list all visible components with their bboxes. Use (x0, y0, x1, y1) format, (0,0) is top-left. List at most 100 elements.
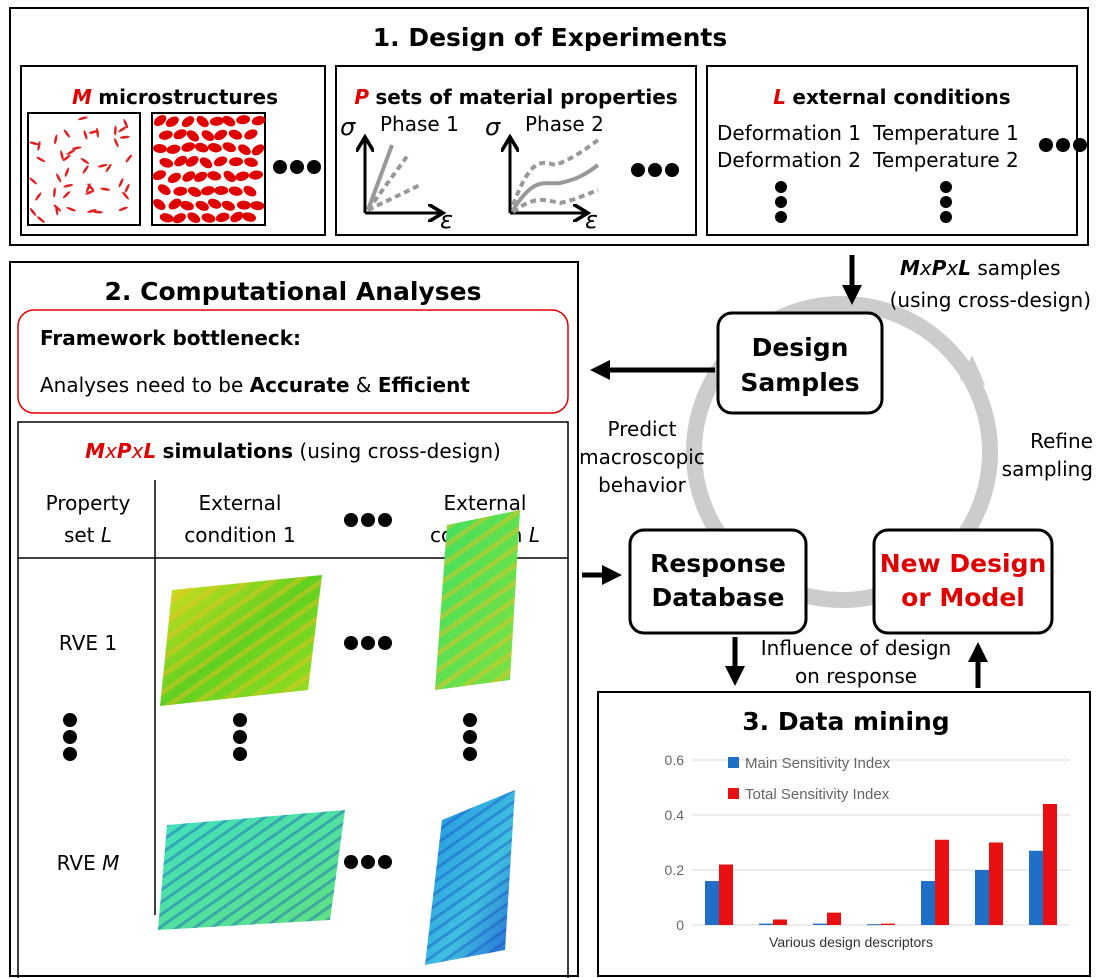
section-box (597, 691, 1091, 977)
cycle-arrowhead (960, 355, 985, 385)
ellipsis (63, 513, 477, 869)
legend-label: Main Sensitivity Index (745, 755, 891, 772)
particle (36, 156, 46, 163)
bar (867, 924, 881, 926)
particle (92, 210, 103, 214)
particle (194, 171, 208, 182)
particle (174, 155, 188, 167)
y-tick-label: 0.6 (665, 752, 685, 768)
shape (366, 153, 410, 212)
particle (243, 185, 257, 197)
bar (719, 864, 733, 925)
particle (250, 201, 265, 211)
particle (214, 185, 229, 195)
shape (63, 730, 77, 744)
particle (173, 186, 188, 196)
particle (195, 200, 209, 211)
shape (361, 855, 375, 869)
particle (223, 170, 236, 183)
particle (249, 170, 263, 180)
bar (827, 912, 841, 925)
table-box (17, 421, 569, 978)
y-tick-label: 0 (676, 917, 684, 933)
condition: Deformation 2 (717, 148, 861, 172)
condition: Temperature 2 (872, 148, 1019, 172)
flow-label: MxPxL samples (900, 256, 1061, 280)
particle (124, 183, 130, 193)
condition: Deformation 1 (717, 121, 861, 145)
particle (165, 116, 179, 127)
bottleneck-title: Framework bottleneck: (40, 326, 301, 350)
shape (511, 138, 600, 206)
particle (181, 116, 195, 128)
axis-label: ε (440, 206, 453, 234)
particle (83, 130, 88, 140)
particle (37, 140, 41, 151)
bar (975, 870, 989, 925)
particle (71, 146, 82, 150)
particle (186, 130, 200, 142)
node (716, 311, 884, 415)
shape (290, 160, 304, 174)
particle (96, 127, 99, 138)
node (628, 528, 808, 635)
shape (775, 196, 787, 208)
particle (87, 183, 95, 192)
section-box (9, 7, 1089, 246)
particle (122, 191, 129, 200)
shape (378, 855, 392, 869)
particle (187, 212, 201, 224)
node-label: New Design (880, 549, 1047, 578)
particle (242, 212, 257, 222)
shape (631, 163, 645, 177)
particle (153, 144, 167, 154)
shape (665, 163, 679, 177)
particle (182, 171, 196, 182)
particle (82, 165, 89, 174)
shape (775, 211, 787, 223)
particle (167, 172, 181, 184)
bar (1029, 850, 1043, 925)
particle (114, 138, 119, 148)
particle (153, 114, 167, 127)
micro-image (27, 112, 141, 226)
bar (705, 881, 719, 925)
ellipsis (273, 160, 321, 174)
particle (166, 144, 181, 154)
particle (66, 149, 76, 155)
bar (921, 881, 935, 925)
particle (181, 142, 196, 152)
column-header: External (199, 491, 282, 515)
shape (366, 144, 394, 211)
particle (230, 211, 244, 223)
sub-box (20, 65, 326, 236)
node-label: Response (650, 549, 786, 578)
x-axis-label: Various design descriptors (769, 934, 933, 950)
section-title: 1. Design of Experiments (373, 23, 728, 52)
heading: M microstructures (72, 85, 278, 109)
particle (153, 198, 166, 210)
particle (194, 142, 209, 153)
particle (185, 155, 199, 167)
curves (366, 138, 600, 214)
shape (511, 188, 599, 214)
particle (173, 129, 187, 140)
shape (511, 163, 600, 212)
shape (63, 747, 77, 761)
particle (159, 213, 174, 223)
particle (118, 178, 124, 188)
particle (87, 209, 97, 213)
ellipsis (775, 138, 1087, 223)
particle (100, 187, 111, 191)
shape (775, 181, 787, 193)
shape (1073, 138, 1087, 152)
particle (180, 200, 194, 211)
legend-swatch (728, 757, 739, 768)
node-label: Samples (740, 368, 859, 397)
condition: Temperature 1 (872, 121, 1019, 145)
particle (60, 150, 64, 161)
shape (361, 636, 375, 650)
table-title: MxPxL simulations (using cross-design) (85, 439, 501, 463)
bar (773, 919, 787, 925)
row-header: RVE M (57, 851, 120, 875)
